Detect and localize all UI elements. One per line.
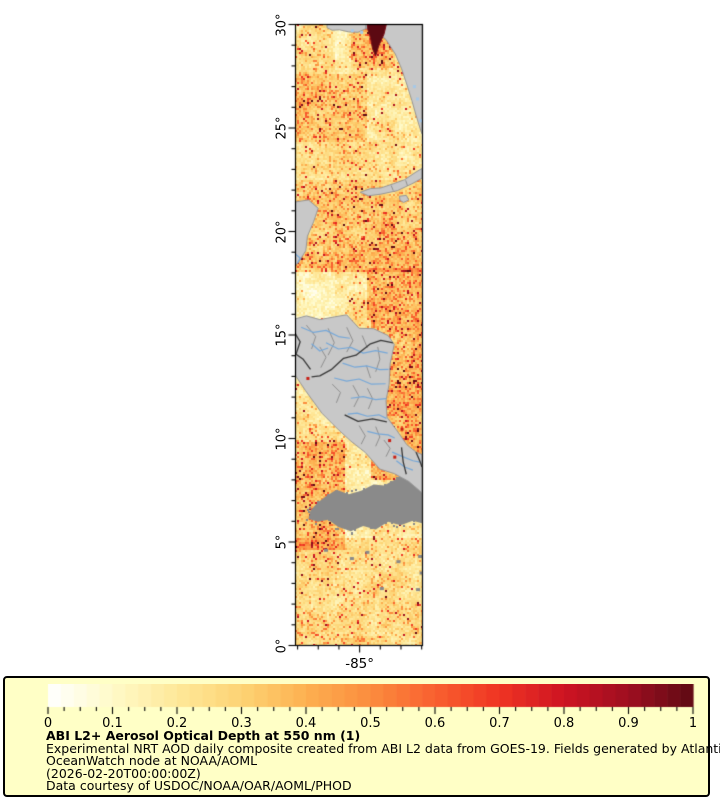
colorbar-canvas <box>45 684 697 716</box>
colorbar-tick-label: 0.9 <box>618 716 639 731</box>
colorbar-tick-label: 0.3 <box>231 716 252 731</box>
lon-axis-label: -85° <box>345 656 375 672</box>
colorbar-tick-label: 1 <box>688 716 698 731</box>
legend-title: ABI L2+ Aerosol Optical Depth at 550 nm … <box>46 728 361 743</box>
legend-line-4: Data courtesy of USDOC/NOAA/OAR/AOML/PHO… <box>46 778 352 793</box>
colorbar-tick-label: 0.7 <box>489 716 510 731</box>
lat-tick-label: 5° <box>274 534 290 550</box>
lat-tick-label: 10° <box>274 426 290 451</box>
colorbar-legend-box: 0 0.1 0.2 0.3 0.4 0.5 0.6 0.7 0.8 0.9 1 ABI L2+ Ae… <box>3 676 720 797</box>
legend-line-1: Experimental NRT AOD daily composite cre… <box>46 740 720 756</box>
colorbar-tick-label: 0.6 <box>424 716 446 731</box>
map-panel: 30° 25° 20° 15° 10° 5° 0° -85° <box>270 10 455 680</box>
lat-tick-label: 15° <box>274 323 290 347</box>
colorbar-tick-label: 0.2 <box>166 716 188 731</box>
colorbar-tick-label: 0 <box>43 716 53 731</box>
colorbar-tick-label: 0.1 <box>102 716 123 731</box>
lat-tick-label: 30° <box>274 12 290 37</box>
legend-line-2: OceanWatch node at NOAA/AOML <box>46 753 258 768</box>
colorbar-tick-label: 0.4 <box>295 716 317 731</box>
legend-line-3: (2026-02-20T00:00:00Z) <box>46 765 201 781</box>
map-axes-canvas <box>270 10 455 680</box>
lat-tick-label: 20° <box>274 219 290 244</box>
lat-tick-label: 0° <box>274 638 290 653</box>
legend-text-block: ABI L2+ Aerosol Optical Depth at 550 nm … <box>46 728 720 793</box>
lat-tick-label: 25° <box>274 116 290 140</box>
colorbar-tick-label: 0.5 <box>360 716 381 731</box>
colorbar-tick-label: 0.8 <box>553 716 575 731</box>
